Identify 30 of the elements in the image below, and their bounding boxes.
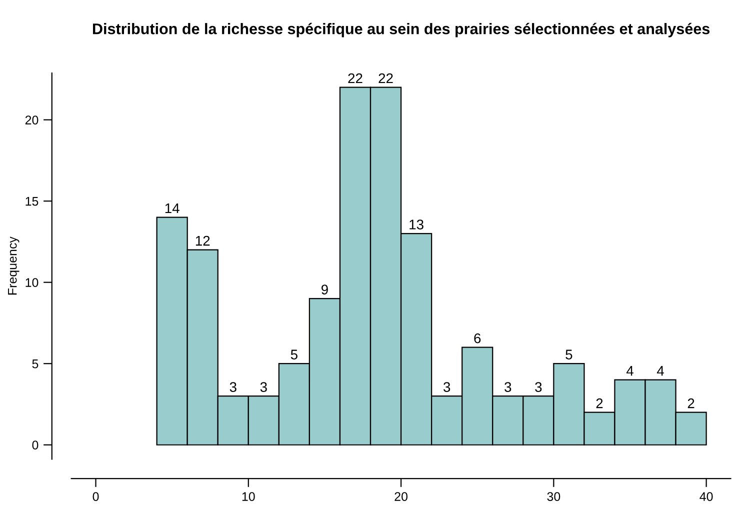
data-label: 14	[165, 204, 180, 214]
x-tick-label: 20	[394, 492, 408, 501]
y-tick-label: 15	[26, 197, 38, 206]
y-tick-label: 20	[25, 116, 38, 124]
y-tick-label: 5	[32, 360, 38, 368]
data-label: 12	[196, 236, 210, 246]
data-label: 3	[260, 382, 267, 392]
data-label: 3	[504, 382, 512, 392]
data-label: 13	[410, 220, 424, 230]
data-label: 5	[566, 350, 572, 360]
data-label: 3	[535, 382, 542, 392]
x-tick-label: 10	[242, 492, 255, 501]
chart-title: Distribution de la richesse spécifique au sein des prairies sélectionnées et analysées	[93, 22, 710, 38]
data-label: 4	[656, 366, 664, 376]
data-label: 22	[378, 73, 393, 84]
y-axis-title: Frequency	[8, 236, 20, 295]
data-label: 2	[688, 398, 694, 408]
x-tick-label: 30	[547, 492, 560, 501]
data-label: 3	[443, 382, 450, 392]
data-label: 6	[474, 333, 481, 344]
data-label: 3	[230, 382, 236, 392]
data-label: 22	[348, 73, 362, 84]
y-tick-label: 0	[32, 440, 38, 450]
data-label: 5	[290, 350, 298, 360]
data-label: 4	[626, 366, 634, 376]
data-label: 2	[596, 398, 603, 408]
x-tick-label: 40	[700, 492, 713, 501]
data-label: 9	[322, 284, 328, 294]
x-tick-label: 0	[92, 492, 99, 501]
y-tick-label: 10	[26, 278, 38, 287]
